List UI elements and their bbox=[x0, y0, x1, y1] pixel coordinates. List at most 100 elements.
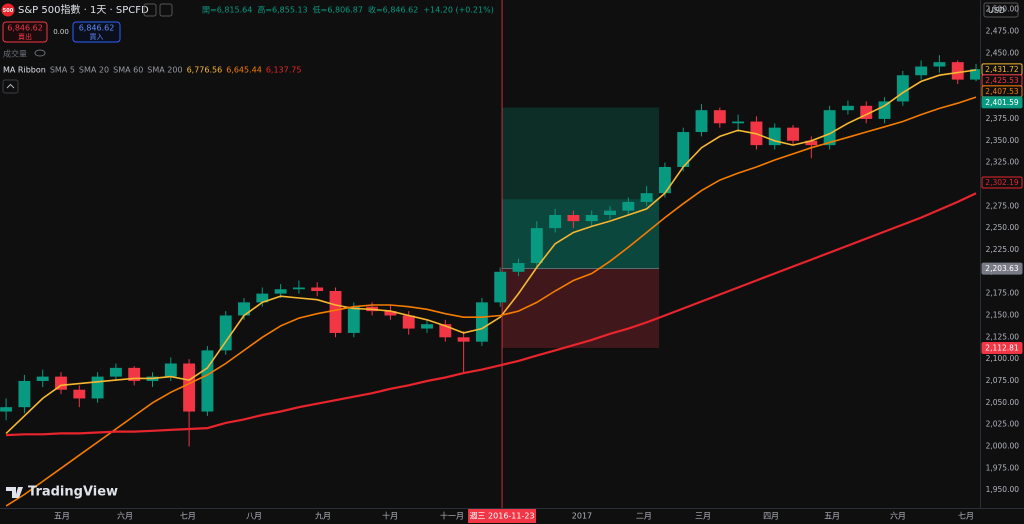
ma-line bbox=[5, 96, 977, 507]
legend-entry: SMA 20 bbox=[79, 66, 109, 75]
candle-body bbox=[421, 324, 433, 329]
currency: USD bbox=[988, 6, 1005, 15]
candle-body bbox=[402, 315, 415, 329]
legend-title: MA Ribbon bbox=[3, 66, 46, 75]
price-label-box bbox=[981, 341, 1023, 354]
y-tick-label: 2,225.00 bbox=[986, 245, 1020, 254]
candle-body bbox=[274, 289, 287, 294]
candle-body bbox=[567, 215, 580, 222]
candle-body bbox=[896, 75, 909, 102]
candle-body bbox=[475, 302, 488, 342]
price-label-box bbox=[981, 262, 1023, 275]
legend-value: 6,776.56 bbox=[187, 66, 223, 75]
sell-label: 賣出 bbox=[18, 32, 32, 41]
candle-body bbox=[585, 215, 598, 222]
legend-value: 6,645.44 bbox=[226, 66, 262, 75]
price-label: 2,425.53 bbox=[985, 76, 1019, 85]
x-tick-label: 二月 bbox=[636, 512, 652, 521]
price-label: 2,112.81 bbox=[985, 343, 1019, 352]
candle-body bbox=[73, 389, 86, 399]
currency-box[interactable] bbox=[983, 2, 1019, 18]
candle-body bbox=[713, 110, 726, 124]
candle-body bbox=[128, 367, 141, 381]
buy-button[interactable] bbox=[72, 21, 121, 43]
candle-body bbox=[640, 193, 653, 202]
y-tick-label: 2,500.00 bbox=[986, 5, 1020, 14]
candle-body bbox=[878, 101, 891, 119]
candle-body bbox=[347, 306, 360, 333]
y-tick-label: 1,975.00 bbox=[986, 463, 1020, 472]
candle-body bbox=[292, 287, 305, 290]
price-label-box bbox=[981, 176, 1023, 189]
candle-body bbox=[732, 121, 745, 124]
x-tick-label: 七月 bbox=[180, 512, 196, 521]
buy-price: 6,846.62 bbox=[79, 24, 115, 33]
collapse-icon bbox=[6, 83, 15, 89]
brand: TradingView bbox=[28, 485, 118, 500]
target-zone bbox=[502, 107, 660, 269]
price-label: 2,431.72 bbox=[985, 65, 1019, 74]
x-tick-label: 七月 bbox=[958, 512, 974, 521]
x-tick-label: 五月 bbox=[54, 512, 70, 521]
stop-zone bbox=[502, 268, 660, 348]
legend-entry: SMA 5 bbox=[50, 66, 75, 75]
crosshair-label-bg bbox=[468, 509, 537, 523]
candle-body bbox=[329, 291, 342, 333]
candle-body bbox=[841, 105, 854, 111]
x-tick-label: 六月 bbox=[117, 511, 133, 521]
plot-area bbox=[0, 0, 980, 508]
candle-body bbox=[787, 127, 799, 141]
volume-label: 成交量 bbox=[3, 49, 27, 59]
price-label: 2,407.53 bbox=[985, 87, 1019, 96]
candle-body bbox=[164, 363, 177, 377]
ohlc-value: 收=6,846.62 bbox=[368, 5, 418, 15]
x-tick-label: 八月 bbox=[246, 512, 262, 521]
x-tick-label: 十月 bbox=[382, 511, 398, 521]
candle-body bbox=[256, 293, 269, 303]
x-tick-label: 2017 bbox=[572, 512, 592, 521]
y-tick-label: 2,175.00 bbox=[986, 289, 1020, 298]
candle-body bbox=[36, 376, 49, 381]
price-label: 2,203.63 bbox=[985, 264, 1019, 273]
price-label: 2,401.59 bbox=[985, 98, 1019, 107]
spread: 0.00 bbox=[53, 28, 69, 36]
symbol-title: S&P 500指數 · 1天 · SPCFD bbox=[18, 3, 149, 16]
sell-button[interactable] bbox=[2, 21, 48, 43]
buy-label: 買入 bbox=[90, 33, 104, 41]
logo-badge bbox=[1, 3, 15, 17]
candle-body bbox=[91, 376, 104, 399]
candle-body bbox=[604, 210, 616, 216]
y-tick-label: 2,000.00 bbox=[986, 441, 1020, 450]
ohlc-value: 開=6,815.64 bbox=[202, 6, 252, 15]
candle-body bbox=[55, 376, 67, 390]
sell-price: 6,846.62 bbox=[7, 24, 43, 33]
candle-body bbox=[109, 367, 122, 377]
candle-body bbox=[512, 263, 525, 272]
price-label: 2,302.19 bbox=[985, 178, 1019, 187]
candle-body bbox=[201, 350, 214, 412]
overlay: 500 S&P 500指數 · 1天 · SPCFD 6,846.62 賣出 0… bbox=[1, 2, 1019, 500]
price-label-box bbox=[981, 96, 1023, 109]
x-tick-label: 四月 bbox=[763, 512, 779, 521]
legend-entry: SMA 200 bbox=[147, 66, 182, 75]
logo-text: 500 bbox=[3, 8, 14, 14]
candle-body bbox=[238, 302, 250, 316]
x-tick-label: 五月 bbox=[824, 512, 840, 521]
collapse-button[interactable] bbox=[2, 79, 19, 94]
x-tick-label: 三月 bbox=[695, 512, 711, 521]
icon[interactable] bbox=[143, 3, 157, 17]
ohlc-value: +14.20 (+0.21%) bbox=[423, 6, 494, 15]
y-tick-label: 2,025.00 bbox=[986, 420, 1020, 429]
y-tick-label: 2,375.00 bbox=[986, 114, 1020, 123]
candle-body bbox=[860, 105, 873, 119]
candle-body bbox=[219, 315, 232, 351]
y-tick-label: 1,950.00 bbox=[986, 485, 1020, 494]
candle-body bbox=[695, 110, 708, 133]
icon[interactable] bbox=[159, 3, 173, 17]
eye-icon[interactable] bbox=[34, 49, 46, 57]
y-tick-label: 2,475.00 bbox=[986, 27, 1020, 36]
x-tick-label: 十一月 bbox=[440, 511, 464, 521]
brand-icon bbox=[6, 487, 23, 498]
